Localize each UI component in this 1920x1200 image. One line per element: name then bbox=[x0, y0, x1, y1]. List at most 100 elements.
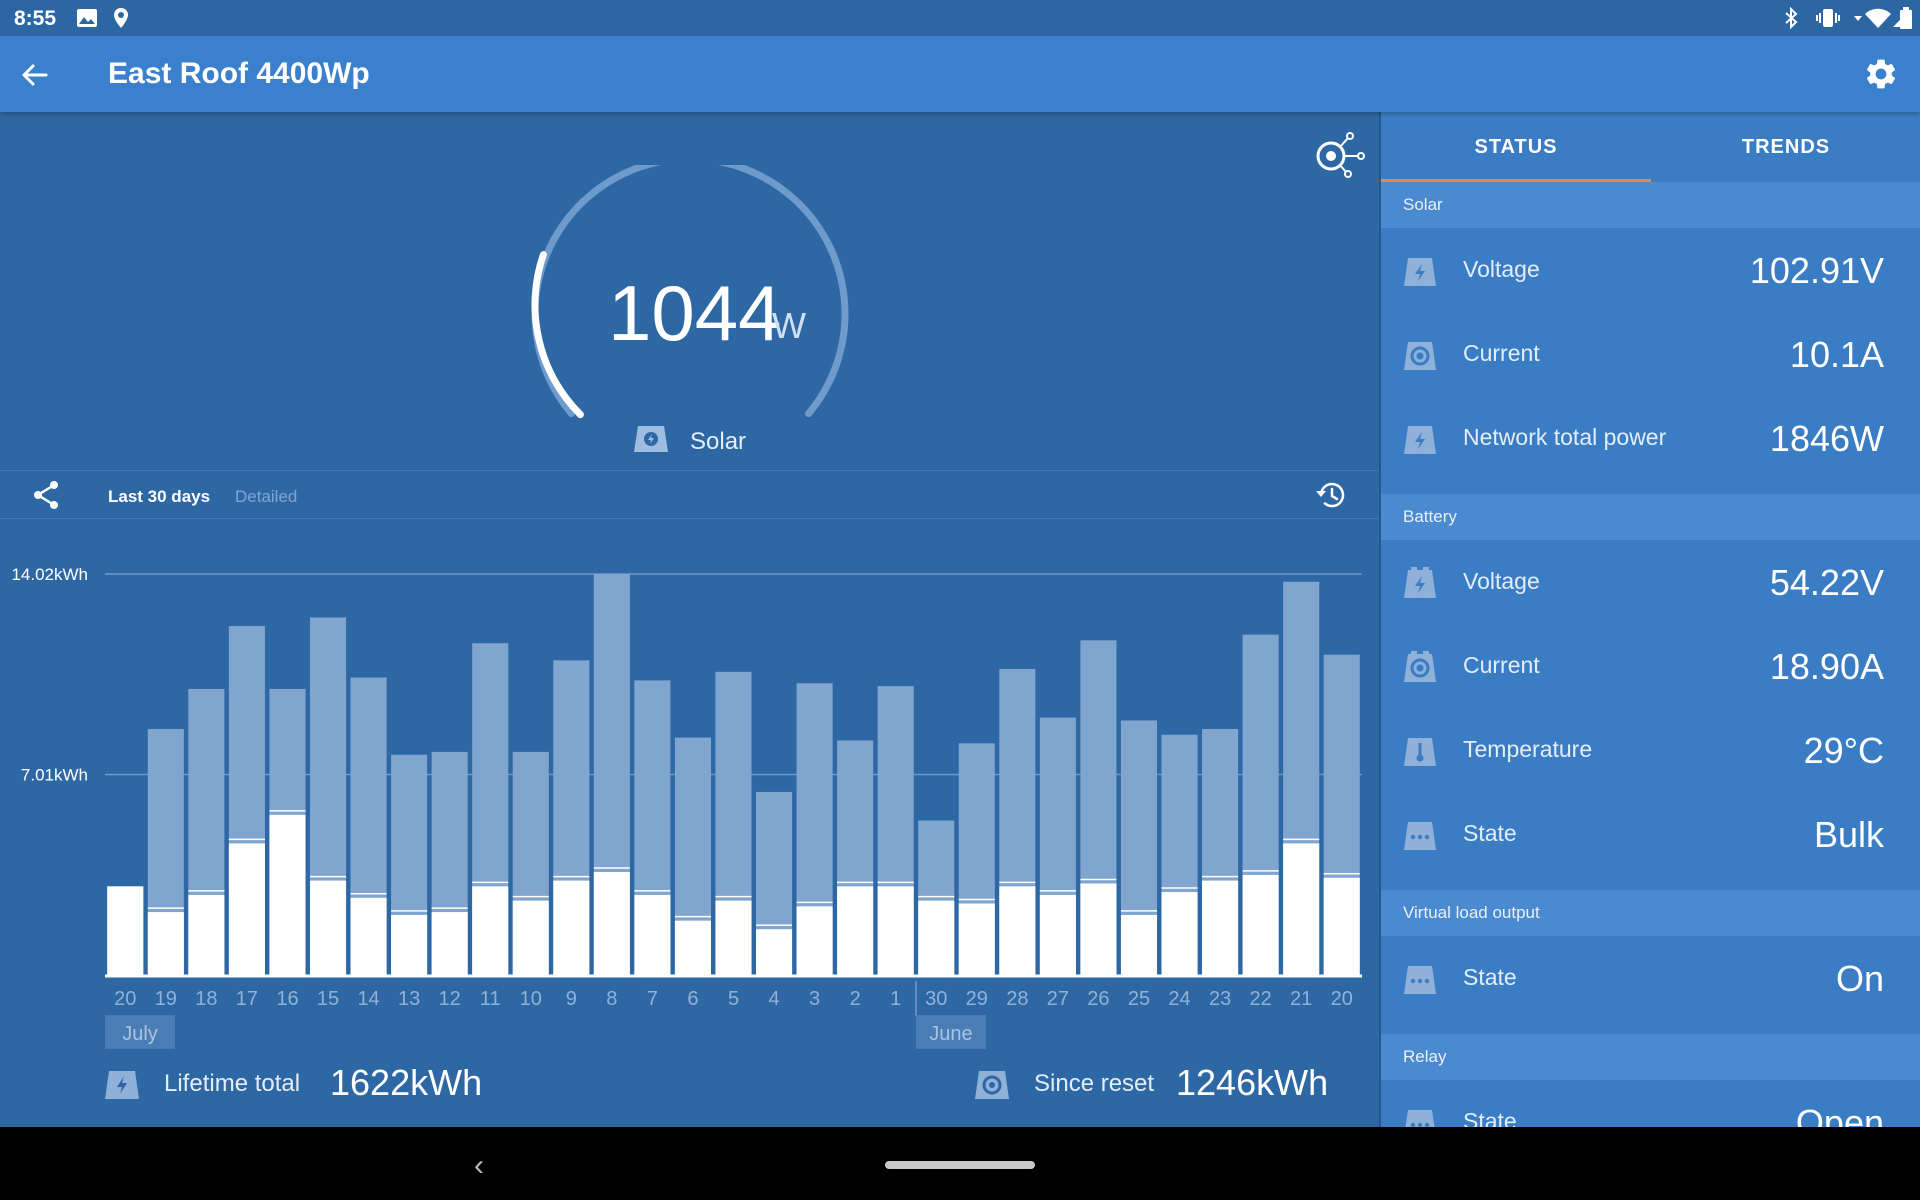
bar-yield[interactable] bbox=[634, 894, 671, 975]
bar-yield[interactable] bbox=[228, 843, 265, 975]
current-icon bbox=[1403, 339, 1437, 371]
bar-yield[interactable] bbox=[147, 912, 184, 975]
bar-yield[interactable] bbox=[391, 914, 428, 975]
x-tick-label: 20 bbox=[114, 988, 136, 1010]
gauge-fill bbox=[531, 251, 584, 419]
bar-yield[interactable] bbox=[553, 880, 590, 975]
bar-yield[interactable] bbox=[512, 900, 549, 975]
x-tick-label: 30 bbox=[925, 988, 947, 1010]
row-value: 18.90A bbox=[1769, 646, 1884, 687]
bar-yield[interactable] bbox=[837, 886, 874, 975]
app-bar: East Roof 4400Wp bbox=[0, 36, 1920, 112]
bar-yield[interactable] bbox=[269, 814, 306, 975]
row-label: State bbox=[1463, 964, 1517, 990]
x-tick-label: 4 bbox=[768, 988, 779, 1010]
section-title: Relay bbox=[1403, 1047, 1447, 1066]
bar-yield[interactable] bbox=[1080, 883, 1117, 975]
row-value: 54.22V bbox=[1769, 562, 1884, 603]
bar-yield[interactable] bbox=[309, 880, 347, 975]
bar-yield[interactable] bbox=[715, 900, 752, 975]
since-reset-label: Since reset bbox=[1034, 1070, 1155, 1097]
x-tick-label: 8 bbox=[606, 988, 617, 1010]
row-label: Current bbox=[1463, 340, 1540, 366]
bar-yield[interactable] bbox=[756, 929, 793, 975]
range-last-30-days[interactable]: Last 30 days bbox=[108, 487, 211, 506]
row-value: On bbox=[1835, 958, 1884, 999]
x-tick-label: 20 bbox=[1331, 988, 1353, 1010]
bar-yield[interactable] bbox=[1242, 874, 1279, 975]
wifi-icon bbox=[1864, 6, 1892, 30]
bar-yield[interactable] bbox=[1202, 880, 1239, 975]
status-row-battery-temperature: Temperature 29°C bbox=[1381, 708, 1920, 792]
row-value: 29°C bbox=[1803, 730, 1884, 771]
nav-back-icon[interactable]: ‹ bbox=[474, 1149, 484, 1182]
bar-yield[interactable] bbox=[1039, 894, 1076, 975]
x-tick-label: 9 bbox=[566, 988, 577, 1010]
nav-home-handle[interactable] bbox=[885, 1161, 1035, 1169]
bar-yield[interactable] bbox=[918, 900, 955, 975]
bluetooth-icon bbox=[1784, 6, 1798, 30]
battery-status-icon bbox=[1900, 6, 1912, 30]
divider bbox=[0, 470, 1379, 471]
bar-yield[interactable] bbox=[188, 894, 225, 975]
month-label: June bbox=[929, 1023, 972, 1045]
share-icon[interactable] bbox=[30, 479, 62, 516]
dots-icon bbox=[1403, 963, 1437, 995]
bolt-icon bbox=[1403, 255, 1437, 287]
bar-yield[interactable] bbox=[472, 886, 509, 975]
x-tick-label: 27 bbox=[1047, 988, 1069, 1010]
row-value: 1846W bbox=[1769, 418, 1884, 459]
tab-trends[interactable]: TRENDS bbox=[1741, 135, 1831, 158]
x-tick-label: 6 bbox=[687, 988, 698, 1010]
history-icon[interactable] bbox=[1314, 478, 1348, 517]
vibrate-icon bbox=[1816, 6, 1840, 30]
row-label: Network total power bbox=[1463, 424, 1667, 450]
section-header-solar: Solar bbox=[1381, 182, 1920, 228]
x-tick-label: 16 bbox=[276, 988, 298, 1010]
status-row-battery-voltage: Voltage 54.22V bbox=[1381, 540, 1920, 624]
bar-yield[interactable] bbox=[674, 920, 711, 975]
connection-hub-icon[interactable] bbox=[1310, 128, 1366, 189]
x-tick-label: 5 bbox=[728, 988, 739, 1010]
bar-yield[interactable] bbox=[1120, 914, 1158, 975]
since-reset-value: 1246kWh bbox=[1176, 1062, 1329, 1103]
thermometer-icon bbox=[1403, 735, 1437, 767]
bar-yield[interactable] bbox=[431, 912, 468, 975]
status-row-vlo-state: State On bbox=[1381, 936, 1920, 1020]
bar-yield[interactable] bbox=[1161, 892, 1198, 975]
row-value: Bulk bbox=[1813, 814, 1884, 855]
gear-icon[interactable] bbox=[1863, 56, 1899, 92]
row-label: State bbox=[1463, 820, 1517, 846]
x-tick-label: 17 bbox=[236, 988, 258, 1010]
row-value: Open bbox=[1795, 1102, 1884, 1127]
bar-yield[interactable] bbox=[796, 906, 833, 975]
month-badge bbox=[105, 1015, 175, 1049]
section-header-relay: Relay bbox=[1381, 1034, 1920, 1080]
bar-yield[interactable] bbox=[593, 872, 630, 975]
detailed-toggle[interactable]: Detailed bbox=[235, 487, 298, 506]
bar-yield[interactable] bbox=[350, 897, 387, 975]
bar-yield[interactable] bbox=[1283, 843, 1320, 975]
gauge-label: Solar bbox=[690, 428, 747, 455]
bar-yield[interactable] bbox=[107, 886, 144, 975]
bar-yield[interactable] bbox=[877, 886, 914, 975]
x-tick-label: 2 bbox=[850, 988, 861, 1010]
lifetime-value: 1622kWh bbox=[330, 1062, 483, 1103]
lifetime-label: Lifetime total bbox=[164, 1070, 301, 1097]
bar-yield[interactable] bbox=[999, 886, 1036, 975]
back-arrow-icon[interactable] bbox=[18, 58, 52, 92]
since-reset-icon bbox=[974, 1070, 1010, 1105]
row-label: Voltage bbox=[1463, 256, 1540, 282]
bar-yield[interactable] bbox=[958, 903, 995, 975]
tab-status[interactable]: STATUS bbox=[1474, 135, 1558, 158]
x-tick-label: 21 bbox=[1290, 988, 1312, 1010]
y-tick-label: 7.01kWh bbox=[21, 766, 88, 785]
gauge-value: 1044 bbox=[608, 269, 782, 357]
x-tick-label: 12 bbox=[439, 988, 461, 1010]
status-row-solar-voltage: Voltage 102.91V bbox=[1381, 228, 1920, 312]
power-gauge bbox=[531, 165, 849, 419]
x-tick-label: 24 bbox=[1168, 988, 1190, 1010]
x-tick-label: 11 bbox=[480, 988, 501, 1010]
bar-yield[interactable] bbox=[1323, 877, 1360, 975]
